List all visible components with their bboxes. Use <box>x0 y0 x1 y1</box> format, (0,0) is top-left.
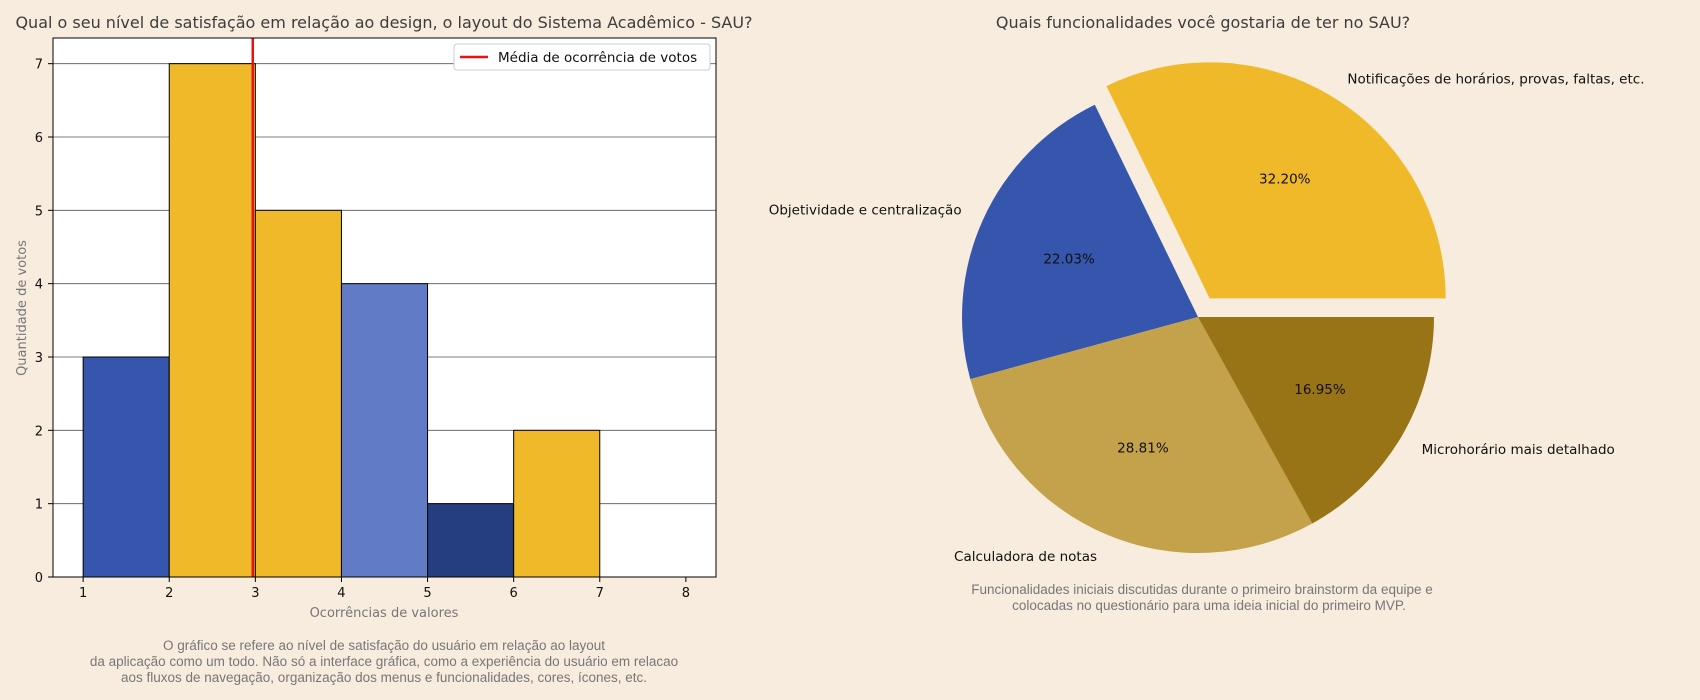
histogram-bar <box>254 209 342 578</box>
legend-label: Média de ocorrência de votos <box>498 50 697 66</box>
histogram-bar <box>427 503 515 578</box>
pie-slice-label: Calculadora de notas <box>954 549 1097 565</box>
pie-slice-label: Notificações de horários, provas, faltas… <box>1347 71 1644 87</box>
pie-slice <box>1106 62 1446 299</box>
x-tick-label: 2 <box>165 586 173 601</box>
y-tick-label: 7 <box>35 58 43 73</box>
y-tick-label: 2 <box>35 424 43 439</box>
x-tick-label: 8 <box>682 586 690 601</box>
x-tick-label: 6 <box>510 586 518 601</box>
x-axis-label: Ocorrências de valores <box>310 606 459 621</box>
pie-slices: 32.20% Notificações de horários, provas, … <box>769 62 1645 565</box>
histogram-caption: O gráfico se refere ao nível de satisfaç… <box>90 638 678 685</box>
y-tick-label: 6 <box>35 131 43 146</box>
histogram-bar <box>340 283 429 578</box>
pie-caption: Funcionalidades iniciais discutidas dura… <box>971 582 1433 613</box>
pie-slice-label: Objetividade e centralização <box>769 203 962 219</box>
histogram-bar <box>82 356 170 578</box>
y-tick-label: 1 <box>35 498 43 513</box>
pie-slice <box>1198 317 1434 524</box>
histogram-frame <box>52 37 717 578</box>
y-axis-ticks: 0 1 2 3 4 5 6 7 <box>35 58 53 586</box>
pie-caption-line: Funcionalidades iniciais discutidas dura… <box>971 582 1433 597</box>
histogram-bar <box>168 63 256 578</box>
pie-caption-line: colocadas no questionário para uma ideia… <box>1012 598 1406 613</box>
pie-title: Quais funcionalidades você gostaria de t… <box>996 13 1410 32</box>
histogram-title: Qual o seu nível de satisfação em relaçã… <box>15 13 752 32</box>
pie-percent-label: 32.20% <box>1259 171 1311 187</box>
pie-percent-label: 16.95% <box>1294 382 1346 398</box>
x-axis-ticks: 1 2 3 4 5 6 7 8 <box>79 577 690 601</box>
pie-slice <box>970 317 1313 553</box>
pie-slice-label: Microhorário mais detalhado <box>1422 442 1615 458</box>
pie-slice <box>962 104 1198 380</box>
x-tick-label: 5 <box>423 586 431 601</box>
y-tick-label: 4 <box>35 278 43 293</box>
y-axis-label: Quantidade de votos <box>15 240 30 376</box>
histogram-bar <box>513 429 601 578</box>
x-tick-label: 3 <box>251 586 259 601</box>
histogram-caption-line: aos fluxos de navegação, organização dos… <box>121 670 647 685</box>
legend-box <box>453 43 711 71</box>
histogram-caption-line: O gráfico se refere ao nível de satisfaç… <box>163 638 605 653</box>
y-tick-label: 5 <box>35 204 43 219</box>
histogram-caption-line: da aplicação como um todo. Não só a inte… <box>90 654 678 669</box>
x-tick-label: 7 <box>596 586 604 601</box>
legend: Média de ocorrência de votos <box>453 43 711 71</box>
pie-percent-label: 22.03% <box>1043 251 1095 267</box>
x-tick-label: 1 <box>79 586 87 601</box>
x-tick-label: 4 <box>337 586 345 601</box>
y-tick-label: 3 <box>35 351 43 366</box>
pie-percent-label: 28.81% <box>1117 440 1169 456</box>
y-tick-label: 0 <box>35 571 43 586</box>
